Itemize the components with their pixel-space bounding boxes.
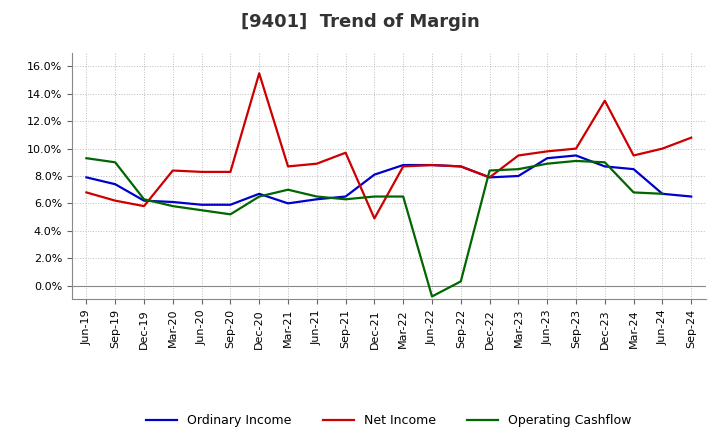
Ordinary Income [140,198,148,203]
Ordinary Income [543,156,552,161]
Ordinary Income [629,166,638,172]
Ordinary Income [370,172,379,177]
Net Income [226,169,235,175]
Net Income [168,168,177,173]
Operating Cashflow [399,194,408,199]
Net Income [82,190,91,195]
Operating Cashflow [456,279,465,284]
Operating Cashflow [82,156,91,161]
Net Income [312,161,321,166]
Ordinary Income [600,164,609,169]
Operating Cashflow [168,203,177,209]
Line: Net Income: Net Income [86,73,691,218]
Operating Cashflow [255,194,264,199]
Line: Operating Cashflow: Operating Cashflow [86,158,662,297]
Operating Cashflow [514,166,523,172]
Ordinary Income [312,197,321,202]
Ordinary Income [687,194,696,199]
Operating Cashflow [658,191,667,196]
Ordinary Income [168,199,177,205]
Net Income [284,164,292,169]
Operating Cashflow [629,190,638,195]
Net Income [140,203,148,209]
Operating Cashflow [485,168,494,173]
Net Income [485,175,494,180]
Net Income [658,146,667,151]
Ordinary Income [284,201,292,206]
Ordinary Income [399,162,408,168]
Ordinary Income [658,191,667,196]
Operating Cashflow [428,294,436,299]
Net Income [428,162,436,168]
Operating Cashflow [543,161,552,166]
Net Income [255,71,264,76]
Ordinary Income [428,162,436,168]
Operating Cashflow [226,212,235,217]
Ordinary Income [226,202,235,207]
Net Income [197,169,206,175]
Ordinary Income [82,175,91,180]
Net Income [600,98,609,103]
Net Income [687,135,696,140]
Operating Cashflow [284,187,292,192]
Ordinary Income [255,191,264,196]
Operating Cashflow [341,197,350,202]
Net Income [572,146,580,151]
Net Income [456,164,465,169]
Net Income [543,149,552,154]
Ordinary Income [197,202,206,207]
Line: Ordinary Income: Ordinary Income [86,155,691,205]
Ordinary Income [485,175,494,180]
Operating Cashflow [197,208,206,213]
Net Income [111,198,120,203]
Operating Cashflow [600,160,609,165]
Ordinary Income [572,153,580,158]
Net Income [370,216,379,221]
Net Income [399,164,408,169]
Net Income [341,150,350,155]
Text: [9401]  Trend of Margin: [9401] Trend of Margin [240,13,480,31]
Operating Cashflow [370,194,379,199]
Ordinary Income [111,182,120,187]
Ordinary Income [514,173,523,179]
Ordinary Income [456,164,465,169]
Net Income [629,153,638,158]
Operating Cashflow [312,194,321,199]
Ordinary Income [341,194,350,199]
Operating Cashflow [111,160,120,165]
Operating Cashflow [572,158,580,164]
Legend: Ordinary Income, Net Income, Operating Cashflow: Ordinary Income, Net Income, Operating C… [141,409,636,432]
Net Income [514,153,523,158]
Operating Cashflow [140,197,148,202]
